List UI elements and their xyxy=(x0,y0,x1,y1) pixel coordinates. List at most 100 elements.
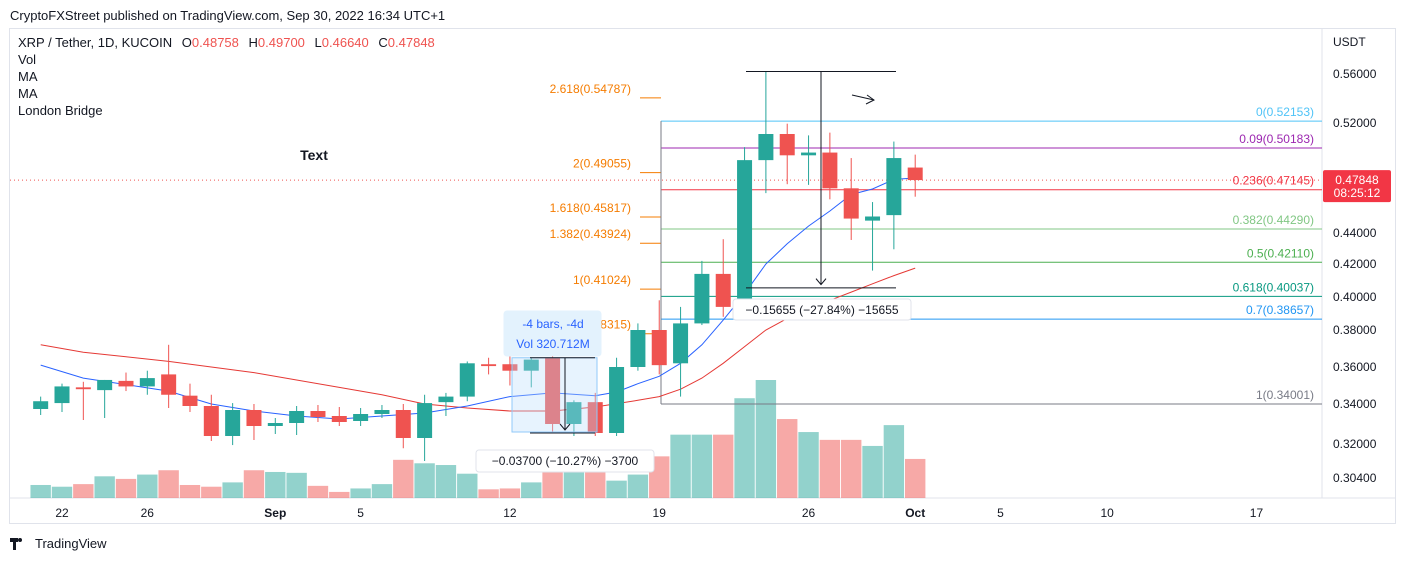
candle-body xyxy=(779,134,795,156)
volume-bar xyxy=(371,484,393,498)
volume-bar xyxy=(862,445,883,498)
candle xyxy=(481,357,497,375)
legend-high-value: 0.49700 xyxy=(257,35,305,50)
volume-bar xyxy=(798,432,819,498)
volume-bar xyxy=(94,476,115,498)
candle xyxy=(651,300,667,375)
tradingview-brand[interactable]: TradingView xyxy=(10,536,107,551)
volume-bar xyxy=(30,484,51,498)
candle-body xyxy=(502,364,518,371)
volume-bar xyxy=(457,473,478,498)
candle xyxy=(182,383,198,412)
volume-bar xyxy=(414,463,435,498)
x-tick-label: 19 xyxy=(653,506,667,520)
candle-body xyxy=(75,387,91,390)
fib-level-label: 0.5(0.42110) xyxy=(1247,246,1314,260)
volume-bar xyxy=(51,486,73,498)
y-tick-label: 0.52000 xyxy=(1333,116,1377,130)
candle xyxy=(310,405,326,422)
volume-bar xyxy=(350,488,371,498)
x-tick-label: 26 xyxy=(802,506,816,520)
measure-small-box xyxy=(475,449,655,473)
candle-body xyxy=(523,359,539,371)
candle xyxy=(139,370,155,395)
candle xyxy=(566,400,582,436)
legend-symbol[interactable]: XRP / Tether, 1D, KUCOIN xyxy=(18,35,173,50)
candle xyxy=(907,154,923,197)
candle-body xyxy=(182,395,198,406)
candle xyxy=(609,357,625,436)
measure-big-arrowhead xyxy=(815,278,827,286)
trend-arrowhead xyxy=(865,94,875,105)
candle xyxy=(587,392,603,436)
volume-bar xyxy=(627,474,649,498)
legend-low-label: L xyxy=(314,35,322,50)
candle xyxy=(395,404,411,449)
measure-small-label: −0.03700 (−10.27%) −3700 xyxy=(492,454,639,468)
legend-indicator-ma-2[interactable]: MA xyxy=(18,86,38,101)
candle-body xyxy=(246,410,262,426)
candle xyxy=(758,71,774,194)
candle-body xyxy=(267,423,283,426)
candle xyxy=(673,306,689,397)
legend-high-label: H xyxy=(248,35,258,50)
volume-bar xyxy=(563,469,585,498)
candle xyxy=(438,392,454,416)
volume-bar xyxy=(819,439,841,498)
candle-body xyxy=(161,374,177,395)
candle-body xyxy=(694,273,710,324)
legend-indicator-vol[interactable]: Vol xyxy=(18,52,37,67)
candle xyxy=(417,394,433,461)
legend-close-value: 0.47848 xyxy=(387,35,435,50)
candle-body xyxy=(118,380,134,387)
candle-body xyxy=(758,134,774,161)
candle-body xyxy=(139,378,155,387)
y-tick-label: 0.40000 xyxy=(1333,290,1377,304)
candle xyxy=(737,147,753,309)
legend-open-value: 0.48758 xyxy=(191,35,239,50)
fib-extension-label: 1.618(0.45817) xyxy=(550,201,631,215)
volume-bar xyxy=(329,491,350,498)
candle xyxy=(865,202,881,271)
candle xyxy=(459,361,475,402)
volume-bar xyxy=(393,459,414,498)
legend-indicator-ma-1[interactable]: MA xyxy=(18,69,38,84)
volume-bar xyxy=(670,434,691,498)
candle-body xyxy=(737,160,753,307)
candle-body xyxy=(54,386,70,404)
candle-body xyxy=(801,152,817,156)
candle-body xyxy=(417,403,433,438)
candle-body xyxy=(865,216,881,221)
candle-body xyxy=(715,273,731,307)
volume-bar xyxy=(179,484,201,498)
y-tick-label: 0.56000 xyxy=(1333,67,1377,81)
y-tick-label: 0.36000 xyxy=(1333,360,1377,374)
tradingview-logo-icon xyxy=(10,537,30,550)
volume-bar xyxy=(713,434,734,498)
fib-extension-label: 1.382(0.43924) xyxy=(550,227,631,241)
candle xyxy=(843,158,859,240)
candle xyxy=(75,381,91,420)
candle xyxy=(715,239,731,317)
volume-bar xyxy=(499,488,521,498)
volume-bar xyxy=(243,470,265,498)
x-tick-label: Oct xyxy=(905,506,925,520)
volume-bar xyxy=(542,467,563,498)
volume-bar xyxy=(158,470,179,498)
candle-body xyxy=(651,330,667,366)
volume-bar xyxy=(691,434,713,498)
legend-indicator-london-bridge[interactable]: London Bridge xyxy=(18,103,103,118)
candle-body xyxy=(587,402,603,433)
candle xyxy=(374,405,390,418)
candle xyxy=(801,135,817,185)
brand-name: TradingView xyxy=(35,536,107,551)
volume-bar xyxy=(755,380,777,498)
candle-body xyxy=(289,411,305,423)
fib-level-label: 0.382(0.44290) xyxy=(1233,213,1314,227)
candle-body xyxy=(630,330,646,367)
chart-frame xyxy=(9,28,1396,524)
candle xyxy=(246,404,262,440)
candle-body xyxy=(97,379,113,391)
candle xyxy=(502,355,518,386)
